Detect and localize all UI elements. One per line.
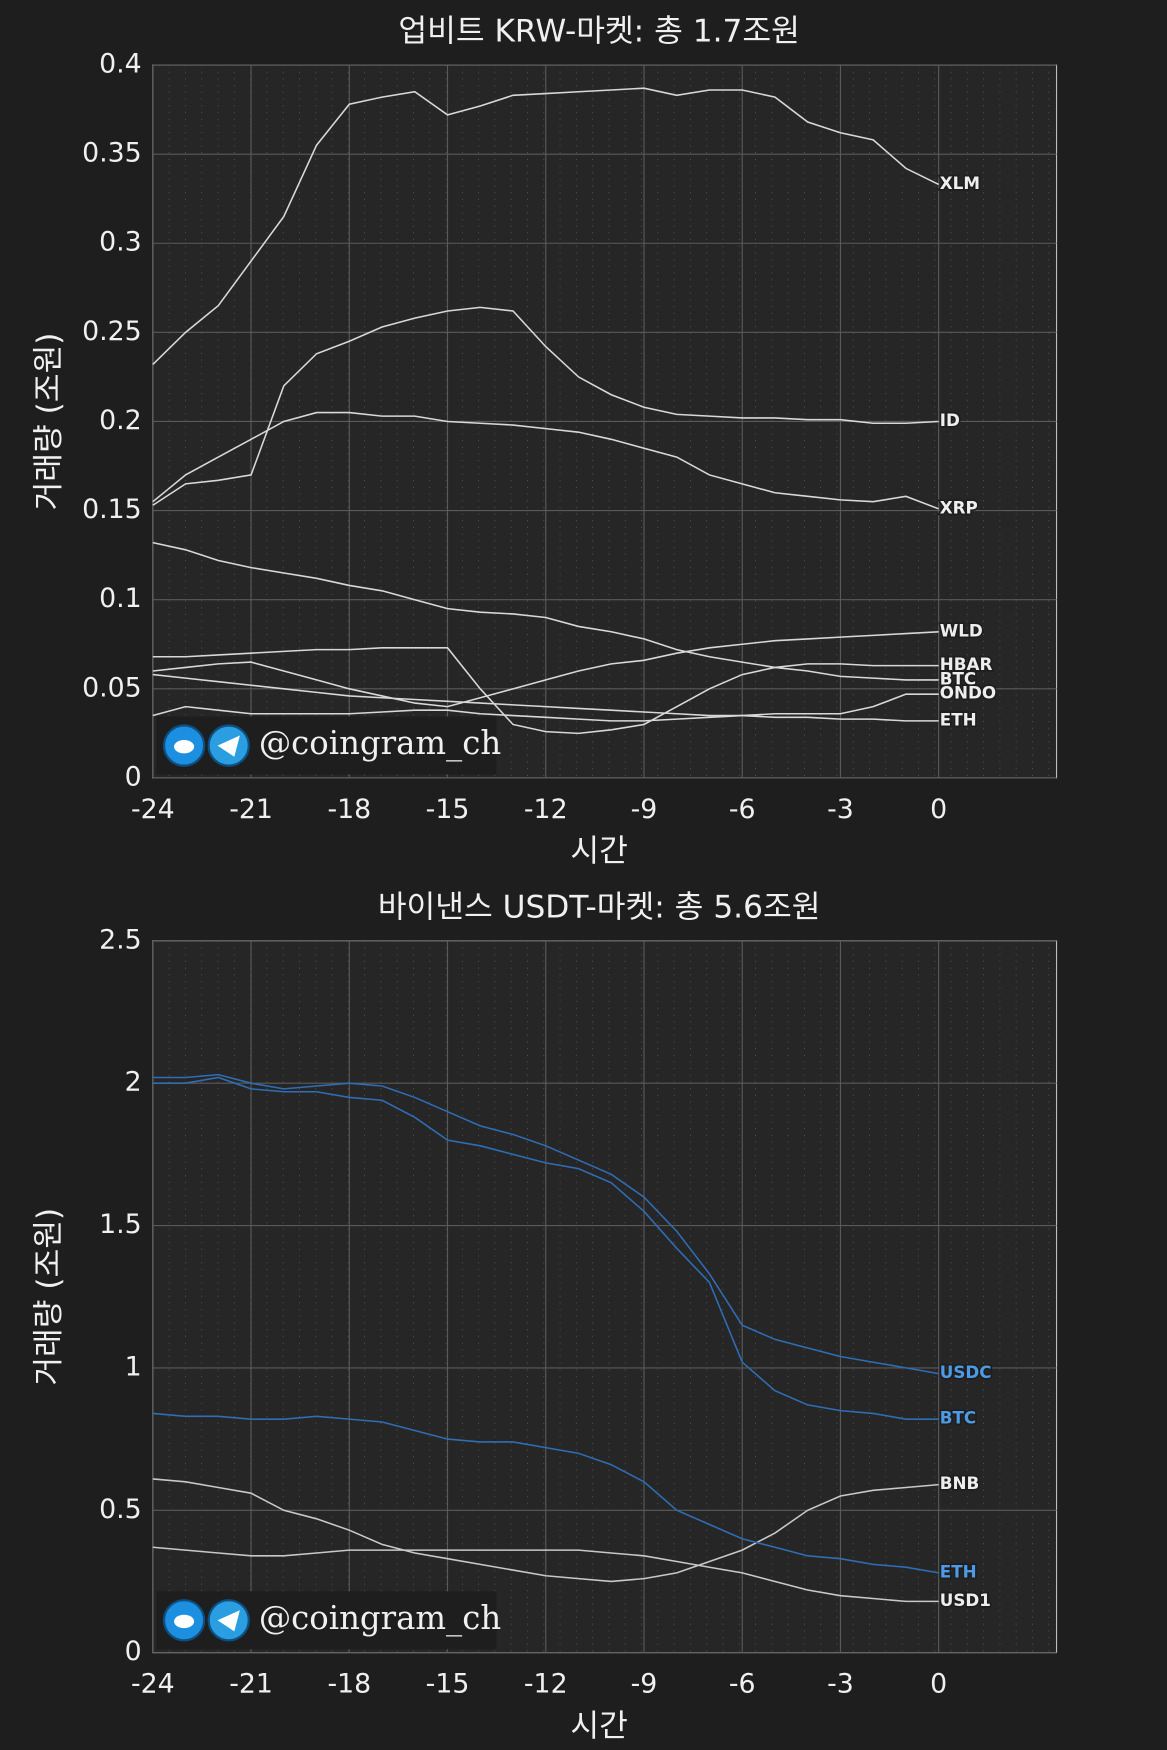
- x-tick-label: -3: [827, 794, 854, 825]
- x-tick-label: -6: [729, 1668, 756, 1699]
- x-tick-label: -21: [229, 794, 273, 825]
- y-tick-label: 0.35: [82, 138, 142, 169]
- series-line: [152, 1478, 939, 1583]
- series-line: [152, 647, 939, 735]
- series-line: [152, 1546, 939, 1603]
- y-tick-label: 0.5: [99, 1494, 142, 1525]
- y-tick-label: 1: [125, 1351, 142, 1382]
- series-line: [152, 87, 940, 366]
- x-tick-label: -18: [327, 1668, 371, 1699]
- x-tick-label: -3: [827, 1668, 854, 1699]
- series-line: [152, 673, 939, 722]
- telegram-plane: [217, 1610, 240, 1632]
- series-end-label: ID: [940, 410, 960, 430]
- twitter-bird: [174, 740, 195, 754]
- watermark: @coingram_ch: [259, 1599, 501, 1637]
- chart-title: 업비트 KRW-마켓: 총 1.7조원: [398, 14, 799, 50]
- y-tick-label: 2.5: [99, 924, 142, 955]
- y-tick-label: 0: [125, 761, 142, 792]
- series-line: [152, 541, 939, 681]
- x-tick-label: -15: [426, 794, 470, 825]
- x-axis-label: 시간: [570, 1708, 627, 1744]
- series-line: [152, 1073, 939, 1375]
- series-end-label: WLD: [940, 620, 983, 640]
- x-tick-label: -24: [131, 1668, 175, 1699]
- x-tick-label: -15: [426, 1668, 470, 1699]
- series-end-label: HBAR: [940, 654, 993, 674]
- x-axis-label: 시간: [570, 834, 627, 870]
- series-end-label: ETH: [940, 1561, 977, 1581]
- y-axis-label: 거래량 (조원): [31, 333, 67, 511]
- series-end-label: XLM: [940, 173, 980, 193]
- series-end-label: BTC: [940, 668, 976, 688]
- x-tick-label: -6: [729, 794, 756, 825]
- series-end-label: ONDO: [940, 683, 996, 703]
- series-end-label: ETH: [940, 709, 977, 729]
- x-tick-label: 0: [930, 794, 947, 825]
- x-tick-label: -24: [131, 794, 175, 825]
- series-line: [152, 693, 939, 722]
- series-line: [152, 306, 939, 506]
- watermark: @coingram_ch: [259, 724, 501, 762]
- y-tick-label: 1.5: [99, 1209, 142, 1240]
- series-line: [152, 1412, 939, 1574]
- x-tick-label: -21: [229, 1668, 273, 1699]
- y-tick-label: 0.15: [82, 494, 142, 525]
- y-tick-label: 0.2: [99, 405, 142, 436]
- y-tick-label: 0.25: [82, 316, 142, 347]
- y-tick-label: 0.1: [99, 583, 142, 614]
- series-line: [152, 411, 939, 510]
- x-tick-label: -9: [631, 1668, 658, 1699]
- series-end-label: BNB: [940, 1473, 979, 1493]
- twitter-bird: [174, 1614, 195, 1629]
- y-axis-label: 거래량 (조원): [31, 1208, 67, 1386]
- series-end-label: BTC: [940, 1408, 976, 1428]
- x-tick-label: -12: [524, 794, 568, 825]
- y-tick-label: 2: [125, 1067, 142, 1098]
- y-tick-label: 0.05: [82, 672, 142, 703]
- series-line: [152, 1076, 939, 1420]
- telegram-plane: [217, 735, 240, 757]
- series-end-label: XRP: [940, 497, 978, 517]
- plot-area: [152, 940, 1058, 1654]
- chart-title: 바이낸스 USDT-마켓: 총 5.6조원: [378, 889, 821, 925]
- x-tick-label: 0: [930, 1668, 947, 1699]
- x-tick-label: -12: [524, 1668, 568, 1699]
- x-tick-label: -9: [631, 794, 658, 825]
- y-tick-label: 0.3: [99, 227, 142, 258]
- y-tick-label: 0: [125, 1636, 142, 1667]
- x-tick-label: -18: [327, 794, 371, 825]
- series-end-label: USD1: [940, 1590, 991, 1610]
- y-tick-label: 0.4: [99, 49, 142, 80]
- series-line: [152, 631, 939, 708]
- series-end-label: USDC: [940, 1362, 992, 1382]
